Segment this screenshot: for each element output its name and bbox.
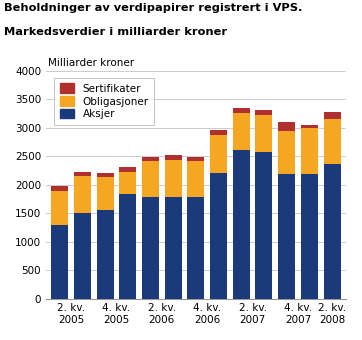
Bar bbox=[165, 197, 182, 299]
Bar bbox=[119, 172, 136, 194]
Bar bbox=[324, 112, 341, 119]
Bar bbox=[119, 167, 136, 172]
Bar bbox=[142, 157, 159, 161]
Bar bbox=[210, 173, 227, 299]
Bar bbox=[188, 197, 205, 299]
Bar bbox=[233, 151, 250, 299]
Bar bbox=[256, 115, 273, 152]
Bar bbox=[256, 152, 273, 299]
Text: Beholdninger av verdipapirer registrert i VPS.: Beholdninger av verdipapirer registrert … bbox=[4, 3, 302, 13]
Bar bbox=[51, 191, 68, 225]
Bar bbox=[256, 110, 273, 115]
Bar bbox=[278, 122, 295, 131]
Bar bbox=[119, 194, 136, 299]
Bar bbox=[278, 131, 295, 174]
Bar bbox=[301, 125, 318, 128]
Bar bbox=[74, 212, 91, 299]
Bar bbox=[188, 161, 205, 197]
Text: Milliarder kroner: Milliarder kroner bbox=[49, 58, 135, 68]
Bar bbox=[74, 176, 91, 212]
Legend: Sertifikater, Obligasjoner, Aksjer: Sertifikater, Obligasjoner, Aksjer bbox=[54, 78, 154, 124]
Bar bbox=[301, 128, 318, 174]
Bar bbox=[97, 173, 114, 177]
Bar bbox=[142, 197, 159, 299]
Bar bbox=[165, 160, 182, 197]
Bar bbox=[324, 164, 341, 299]
Bar bbox=[324, 119, 341, 164]
Text: Markedsverdier i milliarder kroner: Markedsverdier i milliarder kroner bbox=[4, 27, 227, 37]
Bar bbox=[188, 157, 205, 161]
Bar bbox=[233, 113, 250, 151]
Bar bbox=[301, 174, 318, 299]
Bar bbox=[210, 135, 227, 173]
Bar bbox=[74, 172, 91, 176]
Bar bbox=[97, 210, 114, 299]
Bar bbox=[233, 108, 250, 113]
Bar bbox=[51, 225, 68, 299]
Bar bbox=[97, 177, 114, 210]
Bar bbox=[142, 161, 159, 197]
Bar bbox=[278, 174, 295, 299]
Bar bbox=[210, 130, 227, 135]
Bar bbox=[165, 155, 182, 160]
Bar bbox=[51, 186, 68, 191]
